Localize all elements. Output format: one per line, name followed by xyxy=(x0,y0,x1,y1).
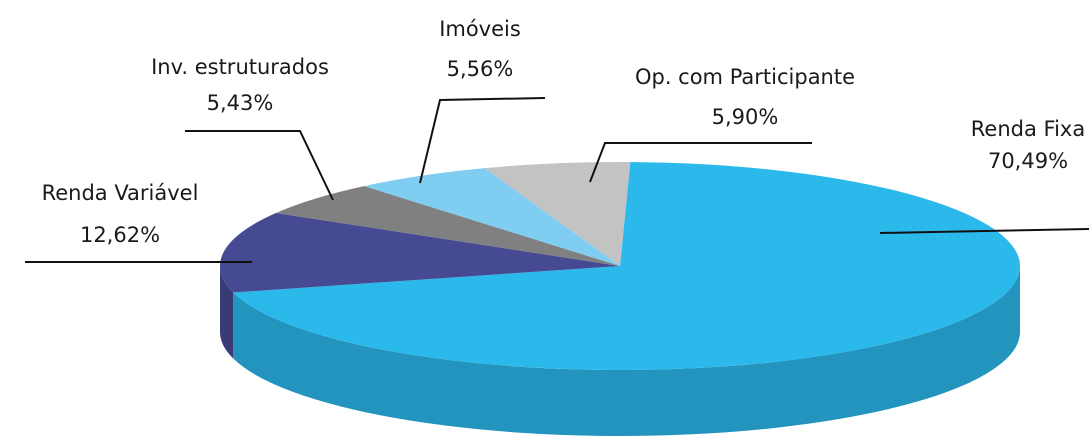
category-label: Renda Variável xyxy=(42,181,199,205)
value-label: 70,49% xyxy=(988,149,1068,173)
slice xyxy=(219,212,620,293)
slice-side xyxy=(233,266,1021,437)
leader-line xyxy=(185,130,334,201)
leader-line xyxy=(879,228,1089,234)
leader-line xyxy=(589,142,812,183)
category-label: Imóveis xyxy=(439,17,521,41)
category-label: Inv. estruturados xyxy=(151,55,329,79)
value-label: 5,90% xyxy=(712,105,779,129)
category-label: Op. com Participante xyxy=(635,65,855,89)
slice xyxy=(364,168,620,266)
value-label: 12,62% xyxy=(80,223,160,247)
leader-line xyxy=(419,97,546,184)
slice xyxy=(275,186,620,266)
slice xyxy=(233,162,1021,370)
category-label: Renda Fixa xyxy=(971,117,1085,141)
slice-side xyxy=(220,266,234,359)
slice xyxy=(484,162,631,266)
value-label: 5,43% xyxy=(207,91,274,115)
value-label: 5,56% xyxy=(447,57,514,81)
